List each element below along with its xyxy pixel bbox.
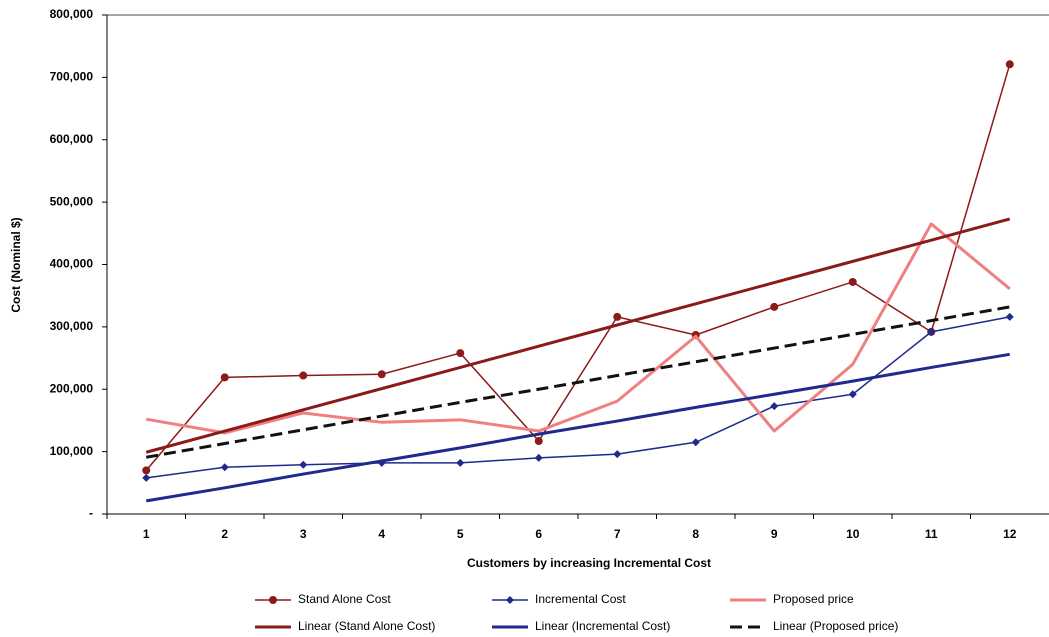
series-line [145,222,1011,435]
data-point [220,373,229,382]
x-tick-label: 4 [378,527,385,541]
x-tick-label: 10 [846,527,860,541]
data-point [220,463,229,472]
x-tick-label: 2 [221,527,228,541]
legend-label: Incremental Cost [535,592,626,606]
legend-label: Linear (Stand Alone Cost) [298,619,435,633]
legend-label: Stand Alone Cost [298,592,391,606]
x-tick-label: 6 [535,527,542,541]
data-point [613,450,622,459]
y-tick-label: 600,000 [50,132,94,146]
legend-marker [269,596,277,604]
series-line [145,64,1011,471]
data-point [456,458,465,467]
y-axis-title: Cost (Nominal $) [9,217,23,312]
series-line [145,305,1011,459]
data-point [848,390,857,399]
data-point [534,453,543,462]
data-point [613,312,622,321]
data-point [534,437,543,446]
data-point [770,402,779,411]
data-point [770,302,779,311]
data-point [927,327,936,336]
data-point [299,460,308,469]
data-point [142,473,151,482]
x-tick-label: 3 [300,527,307,541]
data-point [691,438,700,447]
y-tick-label: - [89,506,93,520]
x-tick-label: 7 [614,527,621,541]
x-tick-label: 9 [771,527,778,541]
y-tick-label: 400,000 [50,257,94,271]
x-tick-label: 8 [692,527,699,541]
y-tick-label: 200,000 [50,381,94,395]
data-point [1005,312,1014,321]
legend-label: Proposed price [773,592,854,606]
y-tick-label: 500,000 [50,194,94,208]
legend-marker [506,596,514,604]
legend-label: Linear (Incremental Cost) [535,619,670,633]
x-axis-title: Customers by increasing Incremental Cost [467,556,711,570]
x-tick-label: 5 [457,527,464,541]
data-point [299,371,308,380]
y-tick-label: 300,000 [50,319,94,333]
x-tick-label: 11 [925,527,938,541]
legend-label: Linear (Proposed price) [773,619,898,633]
data-point [1005,60,1014,69]
data-point [456,349,465,358]
series-line [146,316,1010,479]
series-line [146,352,1010,503]
x-tick-label: 12 [1003,527,1017,541]
data-point [848,277,857,286]
y-tick-label: 100,000 [50,444,94,458]
y-tick-label: 800,000 [50,7,94,21]
data-point [142,466,151,475]
x-tick-label: 1 [143,527,150,541]
data-point [377,370,386,379]
y-tick-label: 700,000 [50,70,94,84]
series-line [145,217,1011,454]
